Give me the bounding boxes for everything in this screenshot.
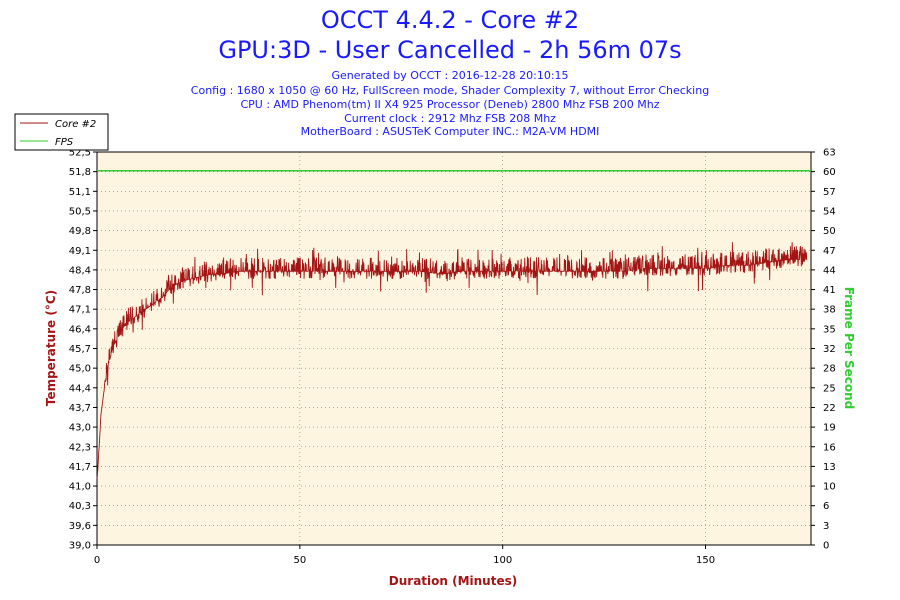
- y-tick-label: 47,8: [69, 285, 91, 296]
- y2-tick-label: 3: [823, 521, 829, 532]
- y2-tick-label: 25: [823, 383, 836, 394]
- y-tick-label: 41,0: [69, 482, 91, 493]
- info-cpu: CPU : AMD Phenom(tm) II X4 925 Processor…: [240, 98, 660, 111]
- x-tick-label: 100: [493, 555, 512, 566]
- plot-frame: [96, 151, 812, 546]
- legend-label-core: Core #2: [55, 119, 96, 130]
- y-tick-label: 39,0: [69, 541, 91, 552]
- y2-tick-label: 57: [823, 187, 836, 198]
- y2-tick-label: 47: [823, 246, 836, 257]
- y2-tick-label: 63: [823, 148, 836, 159]
- y2-axis-title: Frame Per Second: [842, 287, 856, 410]
- info-motherboard: MotherBoard : ASUSTeK Computer INC.: M2A…: [300, 125, 600, 138]
- y-tick-label: 40,3: [69, 501, 91, 512]
- y2-tick-label: 10: [823, 482, 836, 493]
- legend-box: [14, 113, 109, 151]
- y2-tick-label: 35: [823, 324, 836, 335]
- y2-tick-label: 38: [823, 305, 836, 316]
- y2-tick-label: 44: [823, 265, 836, 276]
- y-tick-label: 47,1: [69, 305, 91, 316]
- info-config: Config : 1680 x 1050 @ 60 Hz, FullScreen…: [190, 84, 710, 97]
- x-tick-label: 50: [293, 555, 306, 566]
- y-tick-label: 49,8: [69, 226, 91, 237]
- y2-tick-label: 13: [823, 462, 836, 473]
- y2-tick-label: 6: [823, 501, 829, 512]
- y2-tick-label: 50: [823, 226, 836, 237]
- y-tick-label: 49,1: [69, 246, 91, 257]
- y-tick-label: 50,5: [69, 206, 91, 217]
- y-tick-label: 45,7: [69, 344, 91, 355]
- info-generated: Generated by OCCT : 2016-12-28 20:10:15: [331, 69, 569, 82]
- y-tick-label: 41,7: [69, 462, 91, 473]
- chart-subtitle: GPU:3D - User Cancelled - 2h 56m 07s: [218, 36, 682, 64]
- y-tick-label: 48,4: [69, 265, 91, 276]
- y-axis-title: Temperature (°C): [44, 290, 58, 406]
- info-clock: Current clock : 2912 Mhz FSB 208 Mhz: [344, 112, 556, 125]
- y-tick-label: 42,3: [69, 442, 91, 453]
- y-tick-label: 45,0: [69, 364, 91, 375]
- y2-tick-label: 16: [823, 442, 836, 453]
- y2-tick-label: 60: [823, 167, 836, 178]
- y-tick-label: 52,5: [69, 148, 91, 159]
- y2-tick-label: 32: [823, 344, 836, 355]
- y-tick-label: 46,4: [69, 324, 91, 335]
- y2-tick-label: 28: [823, 364, 836, 375]
- y2-tick-label: 54: [823, 206, 836, 217]
- y2-tick-label: 0: [823, 541, 829, 552]
- x-tick-label: 0: [94, 555, 100, 566]
- x-axis-title: Duration (Minutes): [389, 574, 517, 588]
- core-2-line: [96, 242, 808, 479]
- y2-tick-label: 22: [823, 403, 836, 414]
- legend-label-fps: FPS: [55, 137, 74, 148]
- y2-tick-label: 41: [823, 285, 836, 296]
- y-tick-label: 43,7: [69, 403, 91, 414]
- chart-title: OCCT 4.4.2 - Core #2: [320, 6, 580, 34]
- y-tick-label: 43,0: [69, 423, 91, 434]
- y-tick-label: 39,6: [69, 521, 91, 532]
- x-tick-label: 150: [696, 555, 715, 566]
- y-tick-label: 51,8: [69, 167, 91, 178]
- y-tick-label: 51,1: [69, 187, 91, 198]
- y-tick-label: 44,4: [69, 383, 91, 394]
- y2-tick-label: 19: [823, 423, 836, 434]
